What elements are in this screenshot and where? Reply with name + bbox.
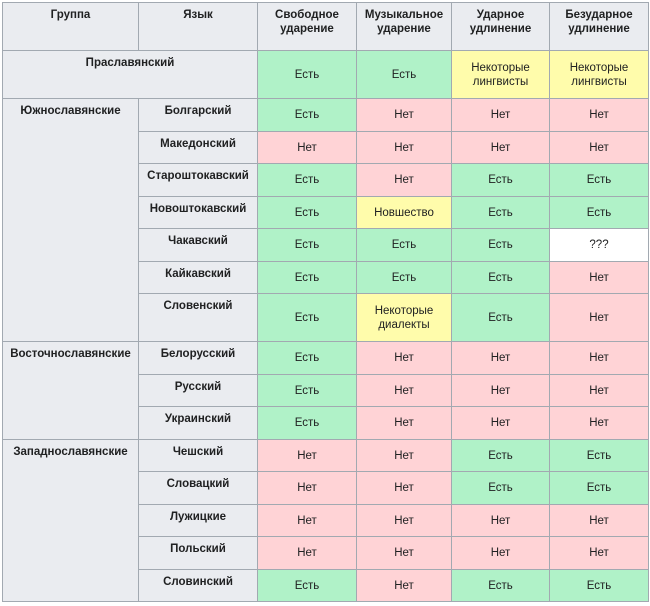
cell: Нет <box>451 406 550 440</box>
language-name: Кайкавский <box>138 261 258 294</box>
cell: Нет <box>549 341 649 375</box>
cell: Некоторые лингвисты <box>451 50 550 99</box>
cell: Есть <box>356 261 452 294</box>
cell: Некоторые диалекты <box>356 293 452 342</box>
cell: Нет <box>451 504 550 537</box>
group-east-slavic: Восточнославянские <box>2 341 139 440</box>
cell: Нет <box>549 374 649 407</box>
language-name: Чакавский <box>138 228 258 262</box>
cell: Нет <box>356 341 452 375</box>
cell: Есть <box>257 406 357 440</box>
language-name: Белорусский <box>138 341 258 375</box>
language-name: Лужицкие <box>138 504 258 537</box>
group-west-slavic: Западнославянские <box>2 439 139 602</box>
cell: Нет <box>356 98 452 132</box>
cell: Новшество <box>356 196 452 229</box>
cell: Есть <box>451 471 550 505</box>
header-unstressed-lengthening: Безударное удлинение <box>549 2 649 51</box>
cell: Нет <box>451 536 550 570</box>
cell: Нет <box>549 131 649 164</box>
cell: Нет <box>549 293 649 342</box>
header-free-stress: Свободное ударение <box>257 2 357 51</box>
cell: Есть <box>257 196 357 229</box>
cell: Есть <box>549 163 649 197</box>
cell: Нет <box>356 536 452 570</box>
cell: Нет <box>356 504 452 537</box>
cell: Нет <box>356 439 452 472</box>
cell: Есть <box>451 293 550 342</box>
language-name: Словацкий <box>138 471 258 505</box>
header-stressed-lengthening: Ударное удлинение <box>451 2 550 51</box>
language-name: Словинский <box>138 569 258 602</box>
cell: ??? <box>549 228 649 262</box>
language-name: Болгарский <box>138 98 258 132</box>
cell: Нет <box>549 261 649 294</box>
cell: Есть <box>356 50 452 99</box>
header-pitch-accent: Музыкальное ударение <box>356 2 452 51</box>
cell: Нет <box>257 536 357 570</box>
cell: Нет <box>257 439 357 472</box>
cell: Нет <box>356 471 452 505</box>
cell: Есть <box>257 50 357 99</box>
cell: Нет <box>451 374 550 407</box>
cell: Нет <box>257 131 357 164</box>
cell: Есть <box>451 261 550 294</box>
language-name: Украинский <box>138 406 258 440</box>
cell: Нет <box>356 374 452 407</box>
cell: Нет <box>451 341 550 375</box>
cell: Есть <box>451 163 550 197</box>
language-name: Новоштокавский <box>138 196 258 229</box>
language-name: Староштокавский <box>138 163 258 197</box>
cell: Есть <box>257 98 357 132</box>
header-language: Язык <box>138 2 258 51</box>
cell: Есть <box>257 228 357 262</box>
cell: Есть <box>549 439 649 472</box>
cell: Есть <box>257 374 357 407</box>
cell: Есть <box>451 439 550 472</box>
cell: Есть <box>451 569 550 602</box>
cell: Нет <box>356 131 452 164</box>
language-name: Чешский <box>138 439 258 472</box>
cell: Есть <box>257 163 357 197</box>
cell: Есть <box>549 569 649 602</box>
cell: Нет <box>356 406 452 440</box>
cell: Есть <box>257 569 357 602</box>
cell: Есть <box>257 341 357 375</box>
language-name: Словенский <box>138 293 258 342</box>
cell: Нет <box>549 406 649 440</box>
cell: Есть <box>451 228 550 262</box>
cell: Нет <box>356 569 452 602</box>
cell: Нет <box>451 98 550 132</box>
group-south-slavic: Южнославянские <box>2 98 139 342</box>
cell: Есть <box>257 293 357 342</box>
cell: Нет <box>257 471 357 505</box>
cell: Есть <box>356 228 452 262</box>
header-group: Группа <box>2 2 139 51</box>
cell: Некоторые лингвисты <box>549 50 649 99</box>
cell: Нет <box>356 163 452 197</box>
language-name: Русский <box>138 374 258 407</box>
cell: Есть <box>451 196 550 229</box>
cell: Нет <box>257 504 357 537</box>
proto-slavic-label: Праславянский <box>2 50 258 99</box>
language-name: Польский <box>138 536 258 570</box>
language-name: Македонский <box>138 131 258 164</box>
cell: Нет <box>451 131 550 164</box>
cell: Есть <box>549 471 649 505</box>
cell: Нет <box>549 504 649 537</box>
cell: Нет <box>549 98 649 132</box>
cell: Есть <box>549 196 649 229</box>
cell: Есть <box>257 261 357 294</box>
cell: Нет <box>549 536 649 570</box>
